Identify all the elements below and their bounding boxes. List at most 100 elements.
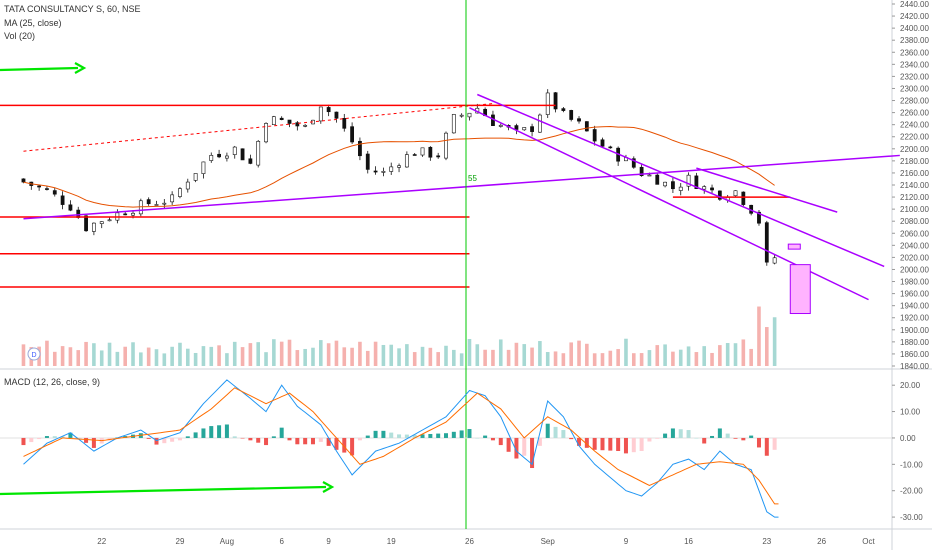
macd-histogram-bar <box>295 437 300 445</box>
macd-histogram-bar <box>310 437 315 445</box>
macd-histogram-bar <box>553 426 558 438</box>
volume-bar <box>193 352 198 366</box>
macd-histogram-bar <box>248 437 253 441</box>
candle-body <box>178 188 182 197</box>
macd-histogram-bar <box>37 437 42 440</box>
volume-bar <box>178 342 182 366</box>
macd-histogram-bar <box>217 425 222 438</box>
green-arrow-top-head <box>74 62 87 74</box>
candle-body <box>256 141 261 166</box>
volume-bar <box>444 345 448 366</box>
macd-histogram-bar <box>639 437 644 452</box>
candle-body <box>162 202 167 205</box>
volume-bar <box>522 344 527 366</box>
candle-body <box>45 188 49 190</box>
inner-channel-line <box>696 167 838 213</box>
volume-bar <box>131 342 135 366</box>
candle-body <box>592 129 597 142</box>
volume-bar <box>710 352 714 366</box>
macd-histogram-bar <box>256 437 261 443</box>
macd-histogram-bar <box>412 434 417 438</box>
candle-body <box>279 117 284 120</box>
macd-histogram-bar <box>670 428 675 438</box>
macd-histogram-bar <box>209 426 214 438</box>
macd-line <box>23 379 779 518</box>
price-tick-label: 2160.00 <box>900 169 929 178</box>
macd-histogram-bar <box>584 437 589 448</box>
volume-bar <box>694 352 699 366</box>
price-tick-label: 2120.00 <box>900 193 929 202</box>
support-trendline <box>23 154 900 220</box>
time-tick-label: 9 <box>326 537 331 546</box>
volume-bar <box>303 348 307 366</box>
time-tick-label: Sep <box>541 537 556 546</box>
candle-body <box>60 195 65 205</box>
macd-histogram-bar <box>616 437 621 452</box>
candle-body <box>358 140 362 157</box>
price-tick-label: 2440.00 <box>900 0 929 9</box>
macd-tick-label: -10.00 <box>900 460 923 469</box>
macd-histogram-bar <box>91 437 96 448</box>
volume-bar <box>452 349 456 366</box>
candle-body <box>350 126 355 143</box>
macd-histogram-bar <box>264 437 269 446</box>
candle-body <box>444 132 448 159</box>
volume-bar <box>52 351 57 366</box>
candle-body <box>154 204 159 206</box>
price-tick-label: 2080.00 <box>900 217 929 226</box>
macd-histogram-bar <box>60 436 65 438</box>
candle-body <box>530 126 534 132</box>
ma-line <box>23 125 775 208</box>
volume-bar <box>765 327 769 366</box>
price-tick-label: 2320.00 <box>900 72 929 81</box>
candle-body <box>428 146 433 158</box>
volume-bar <box>569 342 573 366</box>
volume-bar <box>428 347 433 366</box>
volume-bar <box>655 345 660 366</box>
volume-bar <box>350 347 354 366</box>
volume-bar <box>358 341 362 366</box>
candle-body <box>514 125 519 130</box>
macd-histogram-bar <box>490 437 495 441</box>
macd-histogram-bar <box>522 437 527 456</box>
price-tick-label: 2200.00 <box>900 145 929 154</box>
candle-body <box>342 118 347 129</box>
volume-bar <box>671 351 675 366</box>
macd-histogram-bar <box>342 437 347 453</box>
macd-histogram-bar <box>498 437 503 446</box>
macd-histogram-bar <box>373 430 378 438</box>
volume-bar <box>733 343 738 366</box>
candle-body <box>404 154 409 168</box>
symbol-legend: TATA CONSULTANCY S, 60, NSE <box>4 4 141 14</box>
price-tick-label: 1880.00 <box>900 338 929 347</box>
volume-bar <box>545 352 550 366</box>
candle-body <box>146 199 151 205</box>
candle-body <box>193 173 198 181</box>
volume-bar <box>467 339 472 366</box>
macd-histogram-bar <box>389 432 394 438</box>
volume-bar <box>154 349 159 366</box>
candle-body <box>318 106 323 122</box>
macd-histogram-bar <box>21 437 26 446</box>
candle-body <box>295 122 300 127</box>
macd-histogram-bar <box>428 433 433 438</box>
volume-bar <box>678 349 683 366</box>
candle-body <box>686 174 691 187</box>
macd-histogram-bar <box>279 427 284 438</box>
candle-body <box>21 178 26 183</box>
candle-body <box>91 222 96 232</box>
volume-bar <box>686 346 691 366</box>
dashed-trendline <box>23 103 493 152</box>
candle-body <box>733 190 738 197</box>
dividend-marker <box>27 347 41 361</box>
macd-histogram-bar <box>772 437 777 450</box>
volume-bar <box>146 347 151 366</box>
volume-bar <box>389 344 394 366</box>
volume-bar <box>538 341 542 366</box>
candle-body <box>264 123 268 143</box>
volume-bar <box>475 344 480 366</box>
volume-bar <box>718 345 722 366</box>
macd-histogram-bar <box>185 436 190 438</box>
candle-body <box>84 215 88 232</box>
